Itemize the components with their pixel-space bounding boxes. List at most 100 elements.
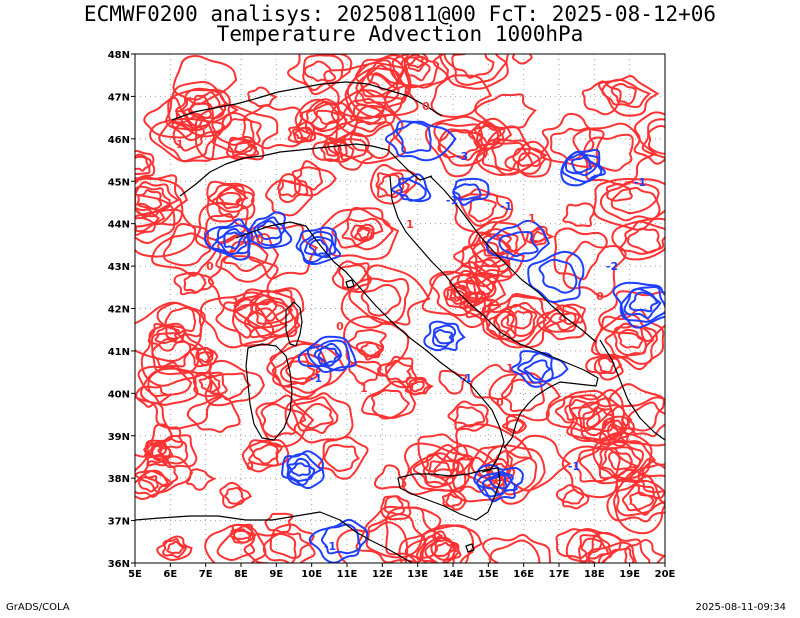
warm-advection-contour [378, 173, 405, 197]
contour-value-label: -1 [634, 176, 646, 189]
cold-advection-contour [452, 183, 482, 201]
warm-advection-contour [377, 355, 418, 389]
warm-advection-contour [404, 530, 461, 563]
warm-advection-contour [285, 360, 316, 381]
cold-advection-contour [308, 518, 369, 563]
warm-advection-contour [135, 153, 152, 176]
warm-advection-contour [469, 299, 487, 314]
lon-tick-label: 6E [163, 569, 177, 580]
africa-coast [135, 511, 413, 563]
warm-advection-contour [511, 54, 533, 65]
warm-advection-contour [143, 457, 179, 488]
warm-advection-contour [580, 537, 609, 560]
warm-advection-contour [183, 272, 207, 294]
cold-advection-contour [384, 120, 457, 162]
warm-advection-contour [613, 468, 665, 535]
warm-advection-contour [338, 263, 372, 291]
warm-advection-contour [474, 93, 537, 129]
warm-advection-contour [611, 217, 665, 261]
warm-advection-contour [641, 118, 665, 159]
lon-tick-label: 19E [619, 569, 640, 580]
warm-advection-contour [481, 295, 567, 349]
warm-advection-contour [554, 394, 601, 430]
warm-advection-contour [424, 115, 500, 178]
cold-advection-contour [527, 250, 585, 303]
alps-border [179, 143, 433, 197]
warm-advection-contour [517, 152, 541, 168]
lon-tick-label: 15E [478, 569, 499, 580]
lon-tick-label: 10E [301, 569, 322, 580]
warm-advection-contour [494, 293, 552, 349]
warm-advection-contour [586, 409, 614, 431]
warm-advection-contour [451, 54, 495, 79]
cold-advection-contour [433, 328, 454, 345]
contour-value-label: -2 [606, 260, 618, 273]
contour-field [135, 54, 665, 563]
warm-advection-contour [452, 289, 466, 299]
contour-value-label: -1 [446, 194, 458, 207]
warm-advection-contour [591, 308, 665, 371]
warm-advection-contour [343, 315, 410, 377]
warm-advection-contour [371, 389, 411, 420]
warm-advection-contour [555, 528, 603, 559]
cold-advection-contour [623, 287, 662, 319]
warm-advection-contour [151, 434, 198, 469]
warm-advection-contour [607, 451, 633, 471]
cold-advection-contour [313, 342, 343, 367]
cold-advection-contour [561, 150, 603, 183]
warm-advection-contour [317, 436, 369, 480]
warm-advection-contour [164, 306, 197, 335]
warm-advection-contour [310, 109, 340, 133]
warm-advection-contour [135, 207, 161, 233]
warm-advection-contour [542, 308, 581, 333]
lat-tick-label: 37N [108, 517, 130, 528]
warm-advection-contour [582, 406, 615, 437]
cold-advection-contour [476, 471, 518, 498]
warm-advection-contour [532, 230, 547, 243]
contour-labels: 1 0 0 -3 -1 1 -1 -2 0 -1 -1 1 -1 0 0 1 1 0 0 -1 0 -1 1 [176, 100, 646, 555]
cold-advection-contour [452, 177, 490, 206]
warm-advection-contour [294, 126, 312, 140]
warm-advection-contour [606, 423, 626, 440]
lat-tick-label: 42N [108, 305, 130, 316]
cold-advection-contour [391, 173, 432, 203]
warm-advection-contour [464, 296, 493, 317]
warm-advection-contour [331, 260, 370, 294]
lat-tick-label: 48N [108, 50, 130, 61]
warm-advection-contour [228, 138, 258, 157]
warm-advection-contour [598, 547, 635, 563]
contour-value-label: 0 [246, 460, 254, 473]
warm-advection-contour [408, 377, 431, 396]
warm-advection-contour [204, 359, 265, 407]
warm-advection-contour [291, 160, 337, 197]
lon-tick-label: 12E [372, 569, 393, 580]
sardinia-outline [245, 343, 293, 441]
lat-tick-label: 41N [108, 347, 130, 358]
warm-advection-contour [562, 240, 627, 298]
warm-advection-contour [493, 301, 548, 343]
balkan-coast [429, 175, 597, 343]
warm-advection-contour [331, 206, 394, 251]
warm-advection-contour [248, 440, 283, 467]
warm-advection-contour [172, 54, 238, 106]
warm-advection-contour [412, 452, 465, 489]
warm-advection-contour [212, 186, 255, 219]
lon-tick-label: 17E [549, 569, 570, 580]
warm-advection-contour [621, 484, 658, 516]
cold-advection-contour [564, 153, 599, 177]
warm-advection-contour [219, 481, 253, 509]
cold-advection-contour [211, 224, 251, 257]
warm-advection-contour [346, 67, 411, 119]
warm-advection-contour [555, 484, 590, 510]
warm-advection-contour [185, 468, 217, 491]
warm-advection-contour [135, 202, 166, 237]
warm-advection-contour [254, 298, 287, 322]
warm-advection-contour [432, 54, 509, 90]
lat-tick-label: 47N [108, 92, 130, 103]
warm-advection-contour [600, 419, 629, 444]
warm-advection-contour [479, 307, 518, 341]
warm-advection-contour [447, 400, 489, 432]
render-timestamp: 2025-08-11-09:34 [695, 602, 786, 613]
corsica-outline [285, 301, 303, 347]
contour-value-label: -3 [456, 150, 468, 163]
